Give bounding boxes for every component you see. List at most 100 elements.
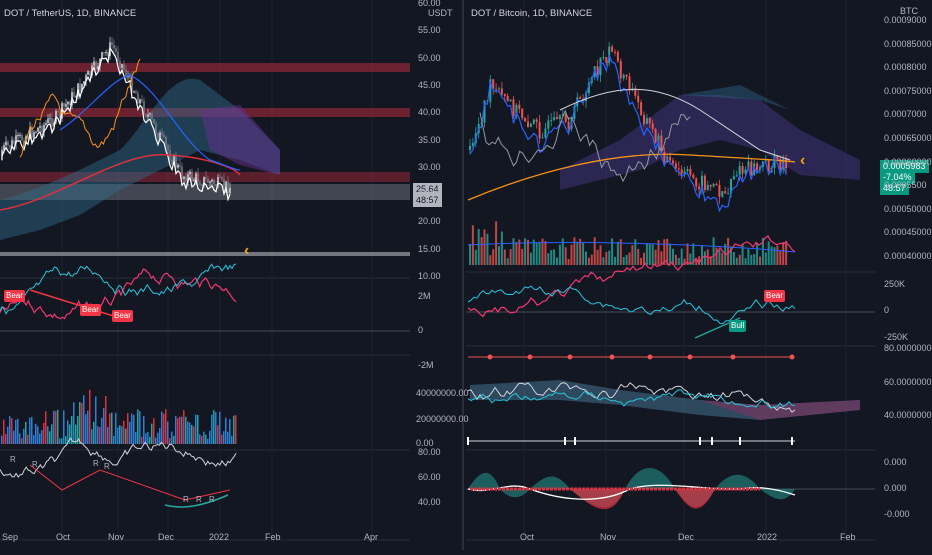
left-volume-bar: [127, 413, 129, 444]
left-candle-body: [117, 51, 119, 62]
right-volume-bar: [599, 245, 602, 265]
left-candle-body: [175, 155, 177, 168]
left-lagging-line: [19, 58, 141, 158]
right-volume-bar: [619, 239, 622, 265]
right-volume-bar: [567, 258, 570, 265]
left-volume-bar: [209, 430, 211, 444]
right-volume-bar: [480, 236, 483, 265]
left-volume-bar: [19, 433, 21, 444]
right-countdown-tag: 48:57: [880, 182, 909, 195]
right-price-axis-label: 0.00045000: [884, 227, 932, 238]
right-volume-bar: [582, 242, 585, 265]
right-volume-bar: [590, 254, 593, 265]
right-ma-blue: [469, 53, 787, 213]
left-candle-body: [171, 159, 173, 164]
right-volume-bar: [651, 244, 654, 265]
right-signal-dot-6: [730, 354, 736, 360]
left-candle-body: [95, 61, 97, 70]
right-candle-body: [724, 191, 727, 194]
left-div-label-4: R: [104, 462, 110, 471]
right-candle-body: [715, 183, 718, 185]
left-div-label-5: R: [183, 495, 189, 504]
right-osc-axis-label: 250K: [884, 279, 906, 289]
right-candle-body: [521, 108, 524, 118]
left-volume-bar: [157, 432, 159, 444]
left-volume-bar: [65, 436, 67, 444]
left-candle-body: [173, 155, 175, 164]
right-momentum-axis-label: -0.000: [884, 509, 910, 519]
right-price-axis-label: 0.0009000: [884, 15, 927, 25]
left-volume-bar: [39, 433, 41, 444]
right-candle-body: [495, 88, 498, 90]
left-price-axis-label: 45.00: [418, 79, 441, 90]
right-volume-bar: [759, 256, 761, 265]
right-volume-bar: [680, 248, 683, 265]
right-candle-body: [654, 128, 657, 143]
right-sub-line-white: [467, 382, 796, 413]
right-volume-bar: [474, 249, 477, 265]
right-candle-body: [538, 121, 541, 139]
right-volume-bar: [527, 239, 529, 265]
left-low-zone: [0, 252, 410, 256]
right-candle-body: [640, 102, 643, 115]
left-volume-bar: [231, 435, 233, 444]
right-volume-bar: [579, 238, 582, 265]
left-rsi-line: [0, 437, 237, 478]
right-volume-bar: [747, 249, 750, 265]
right-candle-body: [669, 156, 672, 161]
left-volume-bar: [69, 424, 71, 444]
left-volume-bar: [193, 426, 195, 444]
right-candle-body: [657, 135, 660, 143]
right-candle-body: [469, 145, 471, 150]
right-volume-bar: [770, 246, 773, 265]
left-bear-divergence-line: [29, 289, 121, 319]
left-price-axis-label: 50.00: [418, 52, 441, 63]
left-volume-bar: [105, 396, 107, 444]
left-osc-line-pink: [0, 268, 237, 320]
left-scroll-back-icon[interactable]: ‹: [244, 242, 250, 259]
right-volume-bar: [634, 239, 637, 265]
right-volume-bar: [756, 243, 759, 265]
right-volume-bar: [738, 254, 741, 265]
left-volume-bar: [91, 429, 93, 444]
left-candle-body: [115, 48, 117, 52]
left-volume-bar: [183, 410, 185, 444]
right-candle-body: [509, 99, 512, 102]
left-osc-axis-label: -2M: [418, 360, 434, 370]
right-candle-body: [532, 119, 535, 124]
left-price-axis-label: 35.00: [418, 134, 441, 145]
right-scroll-back-icon[interactable]: ‹: [800, 152, 806, 169]
right-price-axis-label: 0.00050000: [884, 203, 932, 214]
left-candle-body: [99, 58, 101, 67]
left-candle-body: [185, 176, 187, 183]
left-volume-bar: [107, 427, 109, 444]
left-candle-body: [165, 136, 167, 145]
left-volume-bar: [35, 423, 37, 444]
right-bear-badge: Bear: [764, 290, 785, 302]
right-volume-bar: [654, 249, 657, 265]
left-volume-bar: [109, 413, 111, 444]
left-candle-body: [181, 166, 183, 180]
left-volume-bar: [213, 410, 215, 444]
right-candle-body: [585, 93, 587, 102]
left-volume-bar: [135, 432, 137, 444]
right-signal-dot-1: [527, 354, 533, 360]
left-price-axis-label: 40.00: [418, 107, 441, 118]
right-candle-body: [744, 169, 747, 174]
left-candle-body: [131, 74, 133, 92]
right-volume-bar: [506, 258, 509, 265]
right-candle-body: [611, 46, 614, 52]
right-candle-body: [573, 106, 576, 120]
left-candle-body: [133, 91, 135, 93]
left-candle-body: [167, 144, 169, 151]
left-ma-blue: [59, 74, 241, 171]
left-volume-bar: [139, 411, 141, 444]
right-price-axis-label: 0.00085000: [884, 38, 932, 49]
left-time-axis-label: Oct: [56, 532, 71, 542]
left-candle-body: [27, 136, 29, 139]
left-volume-bar: [211, 414, 213, 444]
right-candle-body: [587, 82, 590, 94]
right-volume-bar: [631, 245, 634, 265]
